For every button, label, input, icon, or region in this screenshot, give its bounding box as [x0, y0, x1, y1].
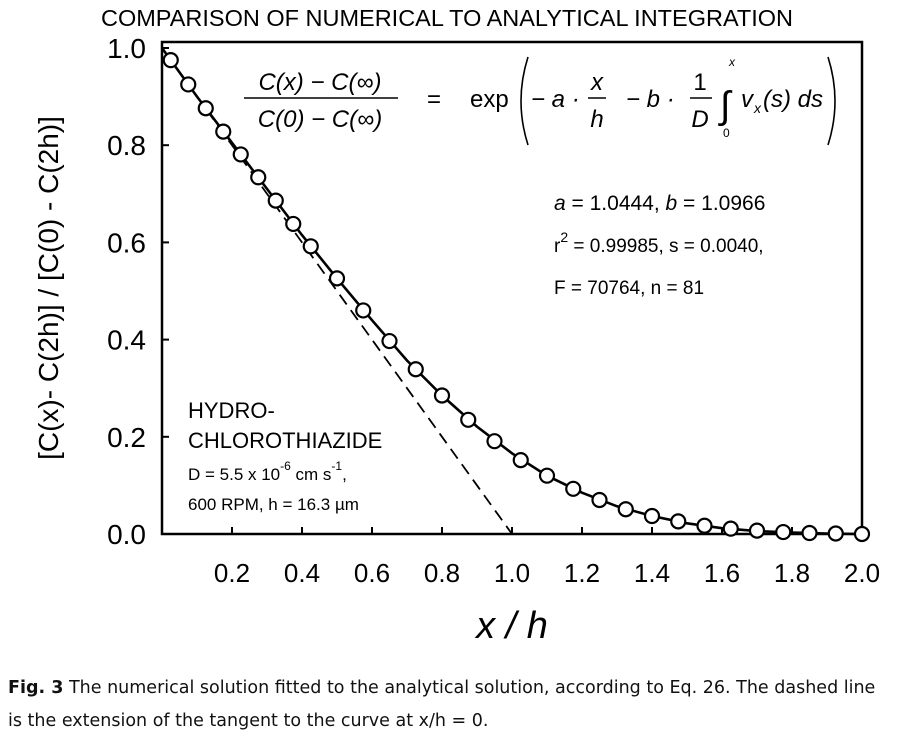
data-point [643, 507, 661, 525]
caption-text: The numerical solution fitted to the ana… [8, 678, 876, 731]
y-tick-label: 1.0 [107, 33, 146, 64]
eq-frac-x: x [590, 69, 604, 96]
eq-minus-b: − b · [626, 86, 675, 113]
data-point [381, 332, 398, 350]
caption-label: Fig. 3 [8, 678, 64, 698]
data-point [460, 411, 477, 428]
data-point [853, 525, 871, 543]
eq-integral-lower: 0 [723, 126, 730, 140]
data-point [355, 302, 372, 319]
data-point [328, 270, 346, 287]
x-tick-label: 0.6 [354, 558, 390, 588]
chart-title: COMPARISON OF NUMERICAL TO ANALYTICAL IN… [101, 5, 793, 31]
y-tick-label: 0.2 [107, 422, 146, 453]
data-point [433, 387, 451, 404]
data-point [775, 523, 792, 541]
x-tick-label: 1.4 [634, 558, 670, 588]
eq-right-paren [827, 56, 836, 146]
data-point [512, 452, 529, 469]
y-axis-label: [C(x)- C(2h)] / [C(0) - C(2h)] [33, 116, 64, 460]
y-tick-label: 0.8 [107, 130, 146, 161]
x-tick-label: 1.8 [774, 558, 810, 588]
fit-f-n: F = 70764, n = 81 [554, 278, 704, 299]
data-point [267, 192, 284, 209]
eq-left-paren [520, 56, 529, 146]
data-point [748, 522, 766, 539]
x-axis-label: x / h [474, 605, 548, 647]
x-tick-label: 2.0 [844, 558, 880, 588]
axis-ticks: 0.2 0.4 0.6 0.8 1.0 1.2 1.4 1.6 1.8 2.0 0.0 0.2 0.4 0… [107, 33, 880, 588]
eq-frac-one: 1 [693, 69, 706, 96]
fit-r-squared: r2 = 0.99985, s = 0.0040, [554, 229, 764, 257]
diffusion-coefficient: D = 5.5 x 10-6 cm s-1, [188, 459, 347, 484]
y-tick-label: 0.0 [107, 519, 146, 550]
eq-frac-h: h [590, 106, 603, 133]
compound-name-line1: HYDRO- [188, 398, 275, 423]
data-point [696, 517, 713, 534]
rpm-and-height: 600 RPM, h = 16.3 µm [188, 495, 359, 514]
fit-params: a = 1.0444, b = 1.0966 [554, 192, 765, 215]
data-point [591, 491, 608, 509]
data-point [232, 146, 249, 163]
data-point [565, 480, 582, 497]
compound-name-line2: CHLOROTHIAZIDE [188, 428, 382, 453]
chart-svg: COMPARISON OF NUMERICAL TO ANALYTICAL IN… [33, 5, 880, 647]
equation-annotation: C(x) − C(∞) C(0) − C(∞) = exp − a · x h … [244, 55, 836, 146]
eq-lhs-denominator: C(0) − C(∞) [258, 106, 382, 133]
data-point [180, 76, 197, 93]
x-tick-label: 1.6 [704, 558, 740, 588]
eq-minus-a: − a · [531, 86, 580, 113]
eq-frac-d: D [691, 106, 708, 133]
eq-lhs-numerator: C(x) − C(∞) [258, 69, 381, 96]
eq-equals: = [427, 86, 441, 113]
data-point [486, 433, 503, 450]
x-tick-label: 0.2 [214, 558, 250, 588]
eq-integrand: v [741, 86, 755, 113]
data-point [538, 467, 556, 484]
y-tick-label: 0.6 [107, 227, 146, 258]
data-point [215, 123, 232, 140]
data-point [670, 513, 687, 530]
data-point [250, 169, 267, 186]
x-tick-label: 1.0 [494, 558, 530, 588]
data-point [407, 361, 424, 378]
x-tick-label: 1.2 [564, 558, 600, 588]
data-points [162, 52, 871, 543]
data-point [302, 238, 319, 255]
chart-figure: COMPARISON OF NUMERICAL TO ANALYTICAL IN… [33, 5, 880, 647]
x-tick-label: 0.8 [424, 558, 460, 588]
x-tick-label: 0.4 [284, 558, 320, 588]
eq-exp: exp [470, 86, 509, 113]
data-point [722, 520, 739, 537]
eq-integral-sign: ∫ [718, 85, 733, 127]
eq-integral-upper: x [728, 55, 736, 69]
data-point [197, 100, 214, 117]
eq-integrand-tail: (s) ds [763, 86, 823, 113]
y-tick-label: 0.4 [107, 325, 146, 356]
data-point [801, 524, 818, 542]
figure-caption: Fig. 3 The numerical solution fitted to … [8, 672, 888, 738]
data-point [285, 215, 302, 233]
data-point [827, 525, 844, 542]
eq-integrand-subscript: x [753, 100, 762, 116]
data-point [617, 501, 634, 518]
data-point [162, 52, 179, 69]
